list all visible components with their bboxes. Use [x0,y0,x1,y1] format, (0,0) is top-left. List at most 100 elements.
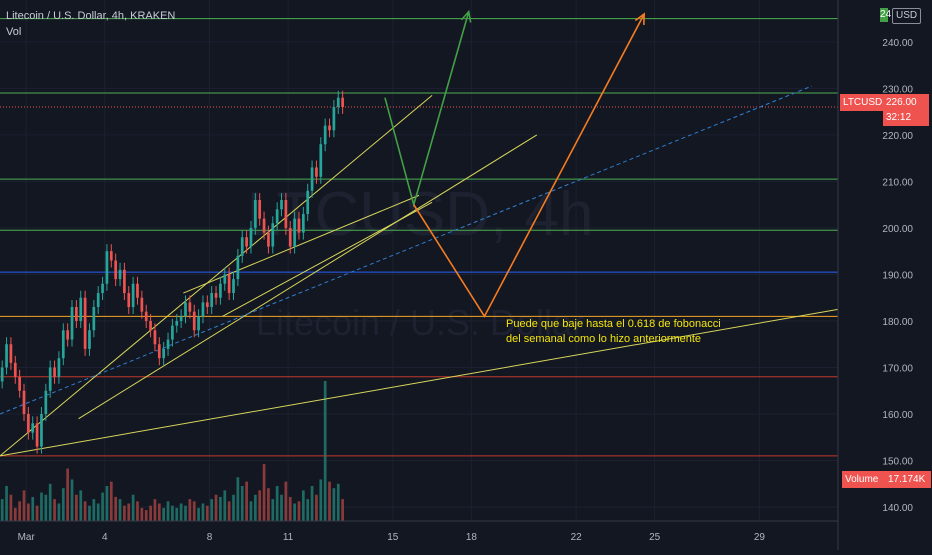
candle-body-bull [332,106,336,131]
volume-bar [75,494,78,521]
volume-bar [205,505,209,521]
volume-bar [219,496,222,521]
candle-body-bear [315,167,318,177]
volume-bar [131,494,135,521]
volume-bar [27,503,30,521]
candle-body-bear [123,269,126,294]
volume-bar [35,505,39,521]
volume-bars [0,381,344,521]
price-tick-label: 140.00 [882,503,913,514]
price-symbol-tag: LTCUSD [840,94,886,111]
projection-arrowhead-orange [634,12,646,25]
candle-body-bear [109,251,113,261]
annotation: Puede que baje hasta el 0.618 de fobonac… [506,318,721,345]
volume-bar [315,494,318,521]
price-tick-label: 220.00 [882,131,913,142]
volume-bar [293,503,296,521]
volume-bar [70,479,74,521]
volume-bar [232,494,235,521]
volume-bar [88,505,91,521]
candle-body-bull [166,339,170,349]
projection-path-orange [413,13,645,318]
currency-badge[interactable]: USD [892,8,922,24]
candle-body-bear [157,344,161,359]
volume-bar [114,496,118,521]
trend-line [222,201,433,317]
volume-bar [210,499,214,521]
candle-body-bear [227,274,231,294]
candle-body-bear [53,367,56,377]
volume-bar [53,499,56,521]
price-tick-label: 160.00 [882,410,913,421]
volume-bar [44,494,48,521]
volume-bar [0,499,4,521]
time-axis[interactable]: Mar 4 8 11 15 18 22 25 29 [18,532,766,543]
time-tick-label: 15 [387,532,399,543]
candle-body-bear [22,390,26,415]
volume-bar [184,505,187,521]
candle-body-bear [258,200,262,219]
candle-body-bull [184,302,187,317]
trend-line [0,308,839,457]
volume-bar [310,486,314,521]
candles [0,90,344,454]
time-tick-label: 11 [283,532,294,543]
candle-body-bull [5,344,8,368]
candle-body-bull [236,255,240,280]
price-axis[interactable]: 140.00 150.00 160.00 170.00 180.00 190.00 200.… [882,38,913,514]
candle-body-bull [293,218,296,247]
volume-bar [197,507,200,521]
candle-body-bull [232,279,235,294]
candle-body-bear [284,200,288,228]
price-tick-label: 180.00 [882,317,913,328]
trend-line-dashed [0,85,812,415]
candle-body-bear [192,311,196,331]
horizontal-levels [0,18,838,457]
candle-body-bull [162,348,166,359]
volume-bar [319,479,323,521]
candle-body-bear [288,227,292,247]
volume-bar [249,501,253,521]
volume-bar [271,499,275,521]
volume-bar [105,486,109,521]
volume-bar [245,481,248,521]
volume-bar [31,496,35,521]
volume-bar [109,481,113,521]
candle-body-bull [197,316,200,331]
trend-line [78,134,538,420]
candle-body-bull [240,237,244,256]
price-tick-label: 150.00 [882,457,913,468]
candle-body-bear [267,232,270,247]
trend-lines [0,85,839,457]
candle-body-bear [75,307,78,321]
volume-bar [258,490,262,521]
volume-bar [123,505,126,521]
candle-body-bull [301,213,305,233]
time-tick-label: 18 [466,532,478,543]
candle-body-bull [96,293,100,308]
candle-body-bull [175,320,179,326]
candle-body-bear [149,320,152,331]
candle-body-bear [328,125,331,131]
candle-body-bear [214,293,218,298]
candle-body-bull [319,144,323,177]
candle-body-bull [101,283,104,294]
volume-bar [79,490,83,521]
volume-bar [341,499,344,521]
volume-bar [9,494,13,521]
time-tick-label: 22 [571,532,583,543]
volume-bar [136,501,139,521]
candle-body-bull [210,293,214,308]
candle-body-bear [114,260,118,280]
volume-name-tag: Volume [842,471,888,488]
candle-body-bull [118,269,122,280]
candle-body-bear [13,362,17,377]
candle-body-bull [57,358,61,377]
candle-body-bull [79,297,83,321]
candle-body-bull [336,97,340,107]
candle-body-bull [48,367,52,391]
last-price-tag: 226.00 [883,94,929,111]
candle-body-bull [280,200,283,210]
